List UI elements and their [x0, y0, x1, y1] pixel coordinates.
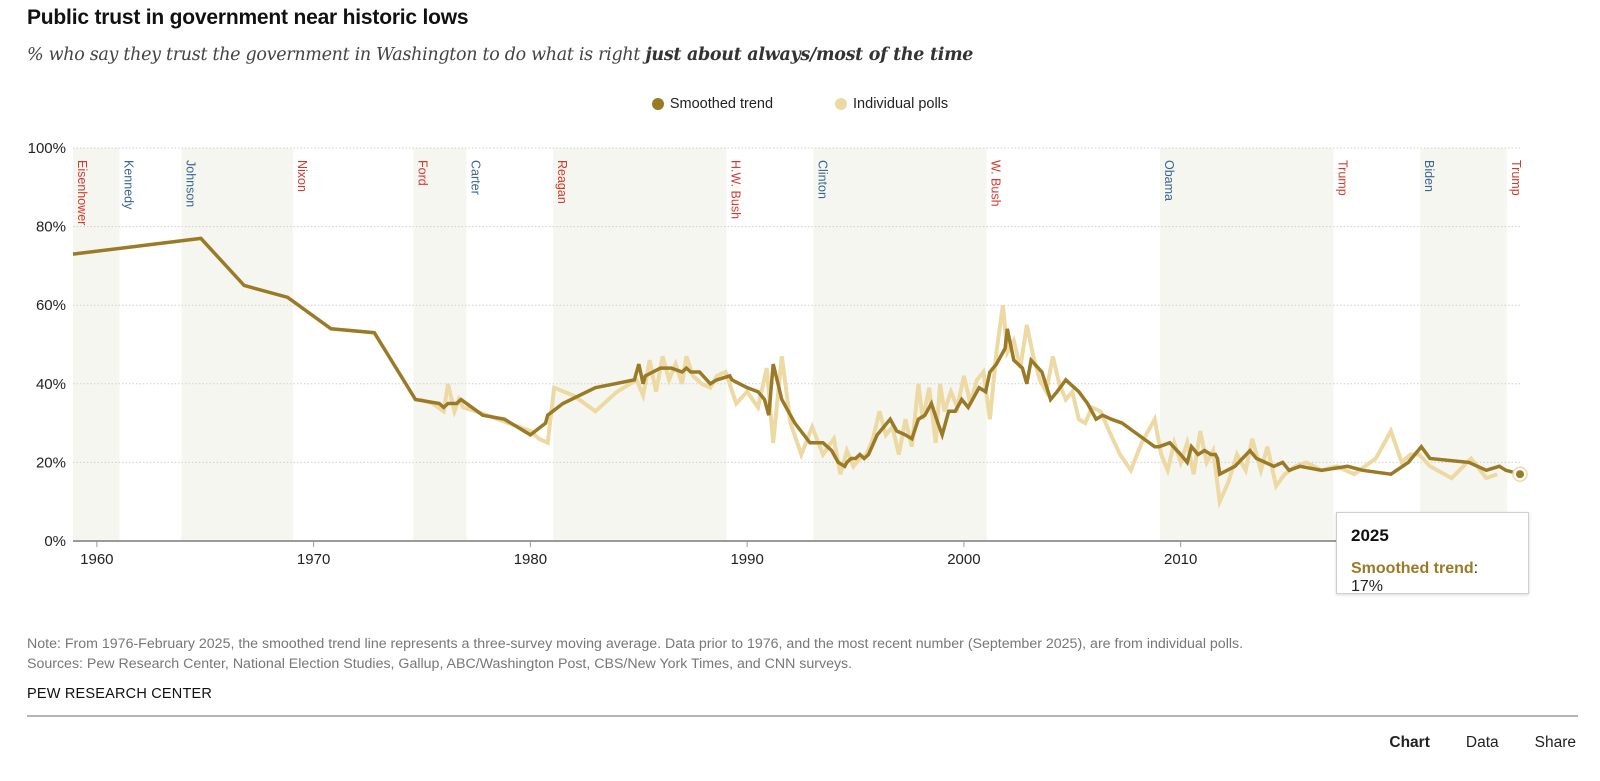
- tooltip-series-label: Smoothed trend: [1351, 560, 1474, 577]
- president-label: Kennedy: [122, 160, 136, 210]
- chart-notes: Note: From 1976-February 2025, the smoot…: [27, 634, 1243, 674]
- president-band: [73, 148, 120, 541]
- president-band: [1420, 148, 1507, 541]
- footer-divider: [27, 715, 1578, 717]
- president-bands: [73, 148, 1507, 541]
- x-axis: 1960197019801990200020102020: [73, 540, 1521, 568]
- legend-label-smoothed: Smoothed trend: [669, 96, 774, 112]
- x-tick-label: 1980: [514, 551, 547, 568]
- y-tick-label: 0%: [44, 533, 66, 550]
- sources-text: Sources: Pew Research Center, National E…: [27, 656, 853, 672]
- president-label: Obama: [1162, 160, 1176, 201]
- chart-tab[interactable]: Chart: [1389, 734, 1430, 751]
- legend-item-smoothed[interactable]: Smoothed trend: [651, 96, 774, 112]
- smoothed-trend-line: [72, 236, 1522, 477]
- series-lines: [72, 236, 1522, 510]
- share-button[interactable]: Share: [1534, 734, 1576, 751]
- tooltip-row: Smoothed trend: 17%: [1351, 560, 1514, 596]
- y-tick-label: 20%: [36, 454, 66, 471]
- president-label: H.W. Bush: [729, 160, 743, 219]
- tooltip-sep: :: [1473, 560, 1479, 577]
- president-label: Trump: [1509, 160, 1523, 196]
- data-tab[interactable]: Data: [1465, 734, 1499, 751]
- subtitle-text: % who say they trust the government in W…: [27, 45, 646, 65]
- highlight-marker: [1512, 466, 1528, 482]
- chart-subtitle: % who say they trust the government in W…: [27, 45, 973, 65]
- tooltip-value: 17%: [1351, 578, 1384, 595]
- x-tick-label: 1990: [730, 551, 763, 568]
- president-label: Eisenhower: [75, 160, 89, 225]
- legend-swatch-individual: [835, 98, 848, 110]
- x-tick-label: 2000: [947, 551, 980, 568]
- president-label: Nixon: [295, 160, 309, 192]
- president-label: W. Bush: [989, 160, 1003, 207]
- y-tick-label: 60%: [36, 297, 66, 314]
- x-tick-label: 1960: [80, 551, 113, 568]
- president-label: Biden: [1422, 160, 1436, 192]
- president-label: Johnson: [183, 160, 197, 207]
- president-band: [813, 148, 987, 541]
- president-band: [553, 148, 727, 541]
- chart-legend: Smoothed trend Individual polls: [0, 96, 1600, 112]
- president-label: Ford: [415, 160, 429, 186]
- x-tick-label: 2010: [1164, 551, 1197, 568]
- y-axis-ticks: 0% 20% 40% 60% 80% 100%: [28, 140, 66, 550]
- legend-label-individual: Individual polls: [853, 96, 949, 112]
- y-tick-label: 40%: [36, 376, 66, 393]
- president-labels: Eisenhower Kennedy Johnson Nixon Ford Carter R…: [75, 160, 1523, 225]
- tooltip: 2025 Smoothed trend: 17%: [1336, 512, 1529, 596]
- legend-item-individual[interactable]: Individual polls: [835, 96, 948, 112]
- brand-logo-text: PEW RESEARCH CENTER: [27, 686, 213, 702]
- individual-polls-line: [419, 304, 1498, 510]
- president-label: Carter: [468, 160, 482, 195]
- tooltip-year: 2025: [1351, 526, 1389, 545]
- president-band: [1160, 148, 1334, 541]
- footer-nav: Chart Data Share: [1389, 734, 1576, 752]
- chart-title: Public trust in government near historic…: [27, 6, 469, 29]
- president-band: [413, 148, 467, 541]
- highlight-point: [1516, 470, 1524, 479]
- y-tick-label: 80%: [36, 219, 66, 236]
- line-chart: 0% 20% 40% 60% 80% 100% Eisenhower Kennedy John…: [28, 140, 1528, 568]
- president-band: [181, 148, 294, 541]
- legend-swatch-smoothed: [651, 98, 664, 110]
- subtitle-emphasis: just about always/most of the time: [645, 45, 974, 65]
- note-text: Note: From 1976-February 2025, the smoot…: [27, 636, 1244, 652]
- x-tick-label: 1970: [297, 551, 330, 568]
- y-tick-label: 100%: [28, 140, 66, 157]
- president-label: Clinton: [815, 160, 829, 199]
- president-label: Trump: [1335, 160, 1349, 196]
- president-label: Reagan: [555, 160, 569, 204]
